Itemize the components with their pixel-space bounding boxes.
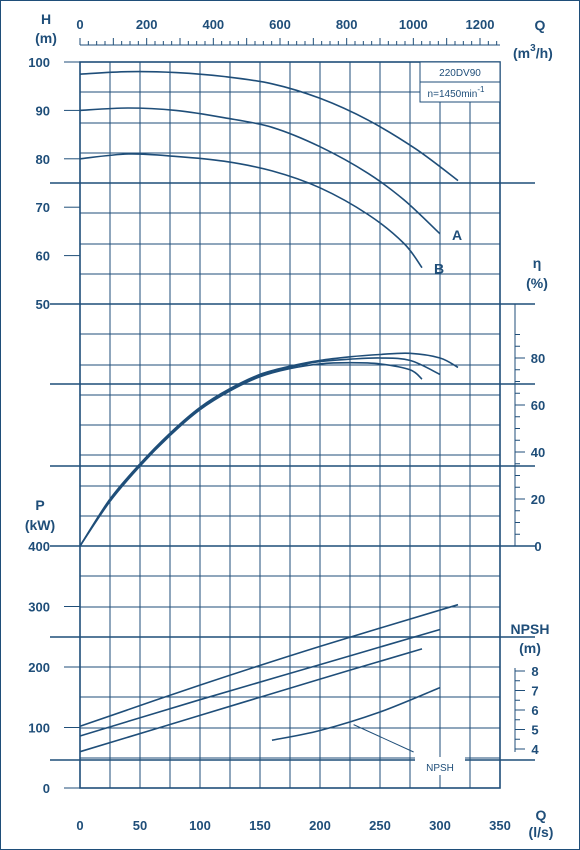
bottom-tick-label: 300	[429, 818, 451, 833]
bottom-tick-label: 200	[309, 818, 331, 833]
power-tick-label: 300	[28, 600, 50, 615]
efficiency-tick-label: 20	[531, 492, 545, 507]
npsh-axis-title: NPSH	[511, 621, 550, 637]
annotation-model: 220DV90	[439, 68, 481, 79]
head-tick-label: 50	[36, 297, 50, 312]
head-axis-unit: (m)	[35, 30, 57, 46]
npsh-tick-label: 5	[531, 723, 538, 738]
bottom-tick-label: 350	[489, 818, 511, 833]
power-curve	[79, 603, 459, 728]
power-axis-unit: (kW)	[25, 517, 55, 533]
annotation-speed: n=1450min-1	[428, 85, 485, 100]
power-tick-label: 200	[28, 660, 50, 675]
bottom-axis-unit: (l/s)	[529, 824, 554, 840]
head-tick-label: 80	[36, 152, 50, 167]
top-tick-label: 800	[336, 17, 358, 32]
bottom-tick-label: 150	[249, 818, 271, 833]
bottom-tick-label: 0	[76, 818, 83, 833]
plot-frame	[79, 61, 501, 789]
head-tick-label: 70	[36, 200, 50, 215]
npsh-curve	[271, 686, 441, 741]
head-curve	[79, 153, 423, 269]
npsh-tick-label: 7	[531, 684, 538, 699]
top-tick-label: 1200	[466, 17, 495, 32]
efficiency-tick-label: 0	[534, 539, 541, 554]
npsh-tick-label: 6	[531, 703, 538, 718]
npsh-axis-unit: (m)	[519, 640, 541, 656]
power-curve	[79, 648, 423, 753]
top-tick-label: 1000	[399, 17, 428, 32]
power-tick-label: 100	[28, 721, 50, 736]
head-tick-label: 90	[36, 103, 50, 118]
bottom-tick-label: 250	[369, 818, 391, 833]
power-tick-label: 0	[43, 781, 50, 796]
power-axis-title: P	[35, 497, 44, 513]
efficiency-tick-label: 60	[531, 398, 545, 413]
bottom-axis-title: Q	[536, 807, 547, 823]
efficiency-tick-label: 80	[531, 351, 545, 366]
npsh-tick-label: 4	[531, 742, 539, 757]
head-curve	[79, 70, 459, 182]
efficiency-curve	[79, 361, 423, 547]
top-tick-label: 400	[202, 17, 224, 32]
efficiency-axis-title: η	[533, 255, 542, 271]
efficiency-curve	[79, 357, 441, 547]
npsh-curve-label: NPSH	[426, 763, 454, 774]
top-tick-label: 0	[76, 17, 83, 32]
top-axis-unit: (m3/h)	[513, 43, 553, 61]
bottom-tick-label: 50	[133, 818, 147, 833]
power-tick-label: 400	[28, 539, 50, 554]
npsh-leader-line	[353, 724, 414, 753]
efficiency-tick-label: 40	[531, 445, 545, 460]
head-tick-label: 60	[36, 249, 50, 264]
head-curve-label: A	[452, 227, 462, 243]
head-axis-title: H	[41, 11, 51, 27]
head-curve-label: B	[434, 261, 444, 277]
head-curve	[79, 107, 441, 235]
top-tick-label: 600	[269, 17, 291, 32]
top-tick-label: 200	[136, 17, 158, 32]
efficiency-axis-unit: (%)	[526, 275, 548, 291]
bottom-tick-label: 100	[189, 818, 211, 833]
npsh-label-bg	[415, 757, 465, 775]
head-tick-label: 100	[28, 55, 50, 70]
power-curve	[79, 628, 441, 737]
top-axis-title: Q	[535, 17, 546, 33]
npsh-tick-label: 8	[531, 664, 538, 679]
